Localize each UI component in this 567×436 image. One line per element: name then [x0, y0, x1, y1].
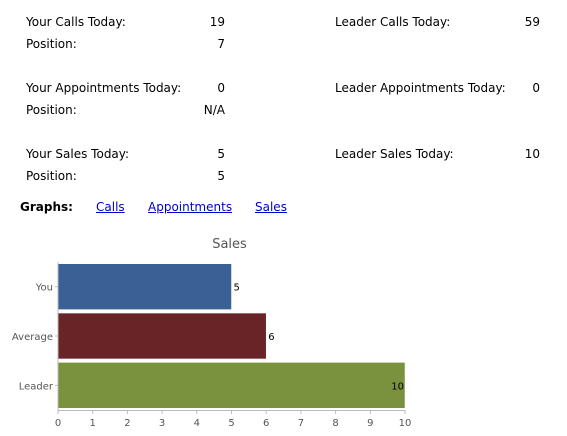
data-label-leader: 10 — [391, 381, 404, 392]
x-tick-label: 5 — [228, 418, 234, 429]
x-tick-label: 7 — [298, 418, 304, 429]
data-label-you: 5 — [234, 283, 240, 294]
your-calls-label: Your Calls Today: — [26, 15, 126, 29]
your-sales-value: 5 — [217, 147, 225, 161]
graph-link-appointments[interactable]: Appointments — [148, 200, 233, 214]
sales-chart: Sales You 5 Average 6 Leader 10 0 1 2 3 4 5 6 7 8 9 10 — [12, 237, 412, 429]
sales-position-value: 5 — [217, 169, 225, 183]
graph-link-sales[interactable]: Sales — [255, 200, 287, 214]
leader-appointments-label: Leader Appointments Today: — [335, 81, 506, 95]
your-sales-label: Your Sales Today: — [26, 147, 130, 161]
your-appointments-label: Your Appointments Today: — [26, 81, 182, 95]
bar-average — [57, 312, 267, 360]
x-tick-label: 0 — [55, 418, 61, 429]
bar-leader — [57, 362, 406, 409]
calls-position-label: Position: — [26, 37, 77, 51]
graphs-label: Graphs: — [20, 200, 73, 214]
x-tick-label: 4 — [194, 418, 200, 429]
category-label-average: Average — [12, 332, 53, 343]
x-tick-label: 9 — [367, 418, 373, 429]
data-label-average: 6 — [268, 332, 274, 343]
leader-appointments-value: 0 — [532, 81, 540, 95]
x-tick-label: 6 — [263, 418, 269, 429]
appointments-position-value: N/A — [203, 103, 225, 117]
bar-you — [57, 263, 232, 310]
leader-calls-label: Leader Calls Today: — [335, 15, 451, 29]
x-tick-label: 3 — [159, 418, 165, 429]
x-tick-label: 1 — [90, 418, 96, 429]
your-appointments-value: 0 — [217, 81, 225, 95]
category-label-you: You — [35, 283, 53, 294]
your-calls-value: 19 — [209, 15, 225, 29]
x-tick-label: 2 — [124, 418, 130, 429]
sales-position-label: Position: — [26, 169, 77, 183]
calls-position-value: 7 — [217, 37, 225, 51]
leader-calls-value: 59 — [524, 15, 540, 29]
category-label-leader: Leader — [19, 381, 54, 392]
leader-sales-value: 10 — [524, 147, 540, 161]
leader-sales-label: Leader Sales Today: — [335, 147, 454, 161]
x-tick-label: 10 — [399, 418, 412, 429]
x-tick-label: 8 — [332, 418, 338, 429]
graph-link-calls[interactable]: Calls — [96, 200, 125, 214]
appointments-position-label: Position: — [26, 103, 77, 117]
chart-title: Sales — [212, 237, 247, 252]
